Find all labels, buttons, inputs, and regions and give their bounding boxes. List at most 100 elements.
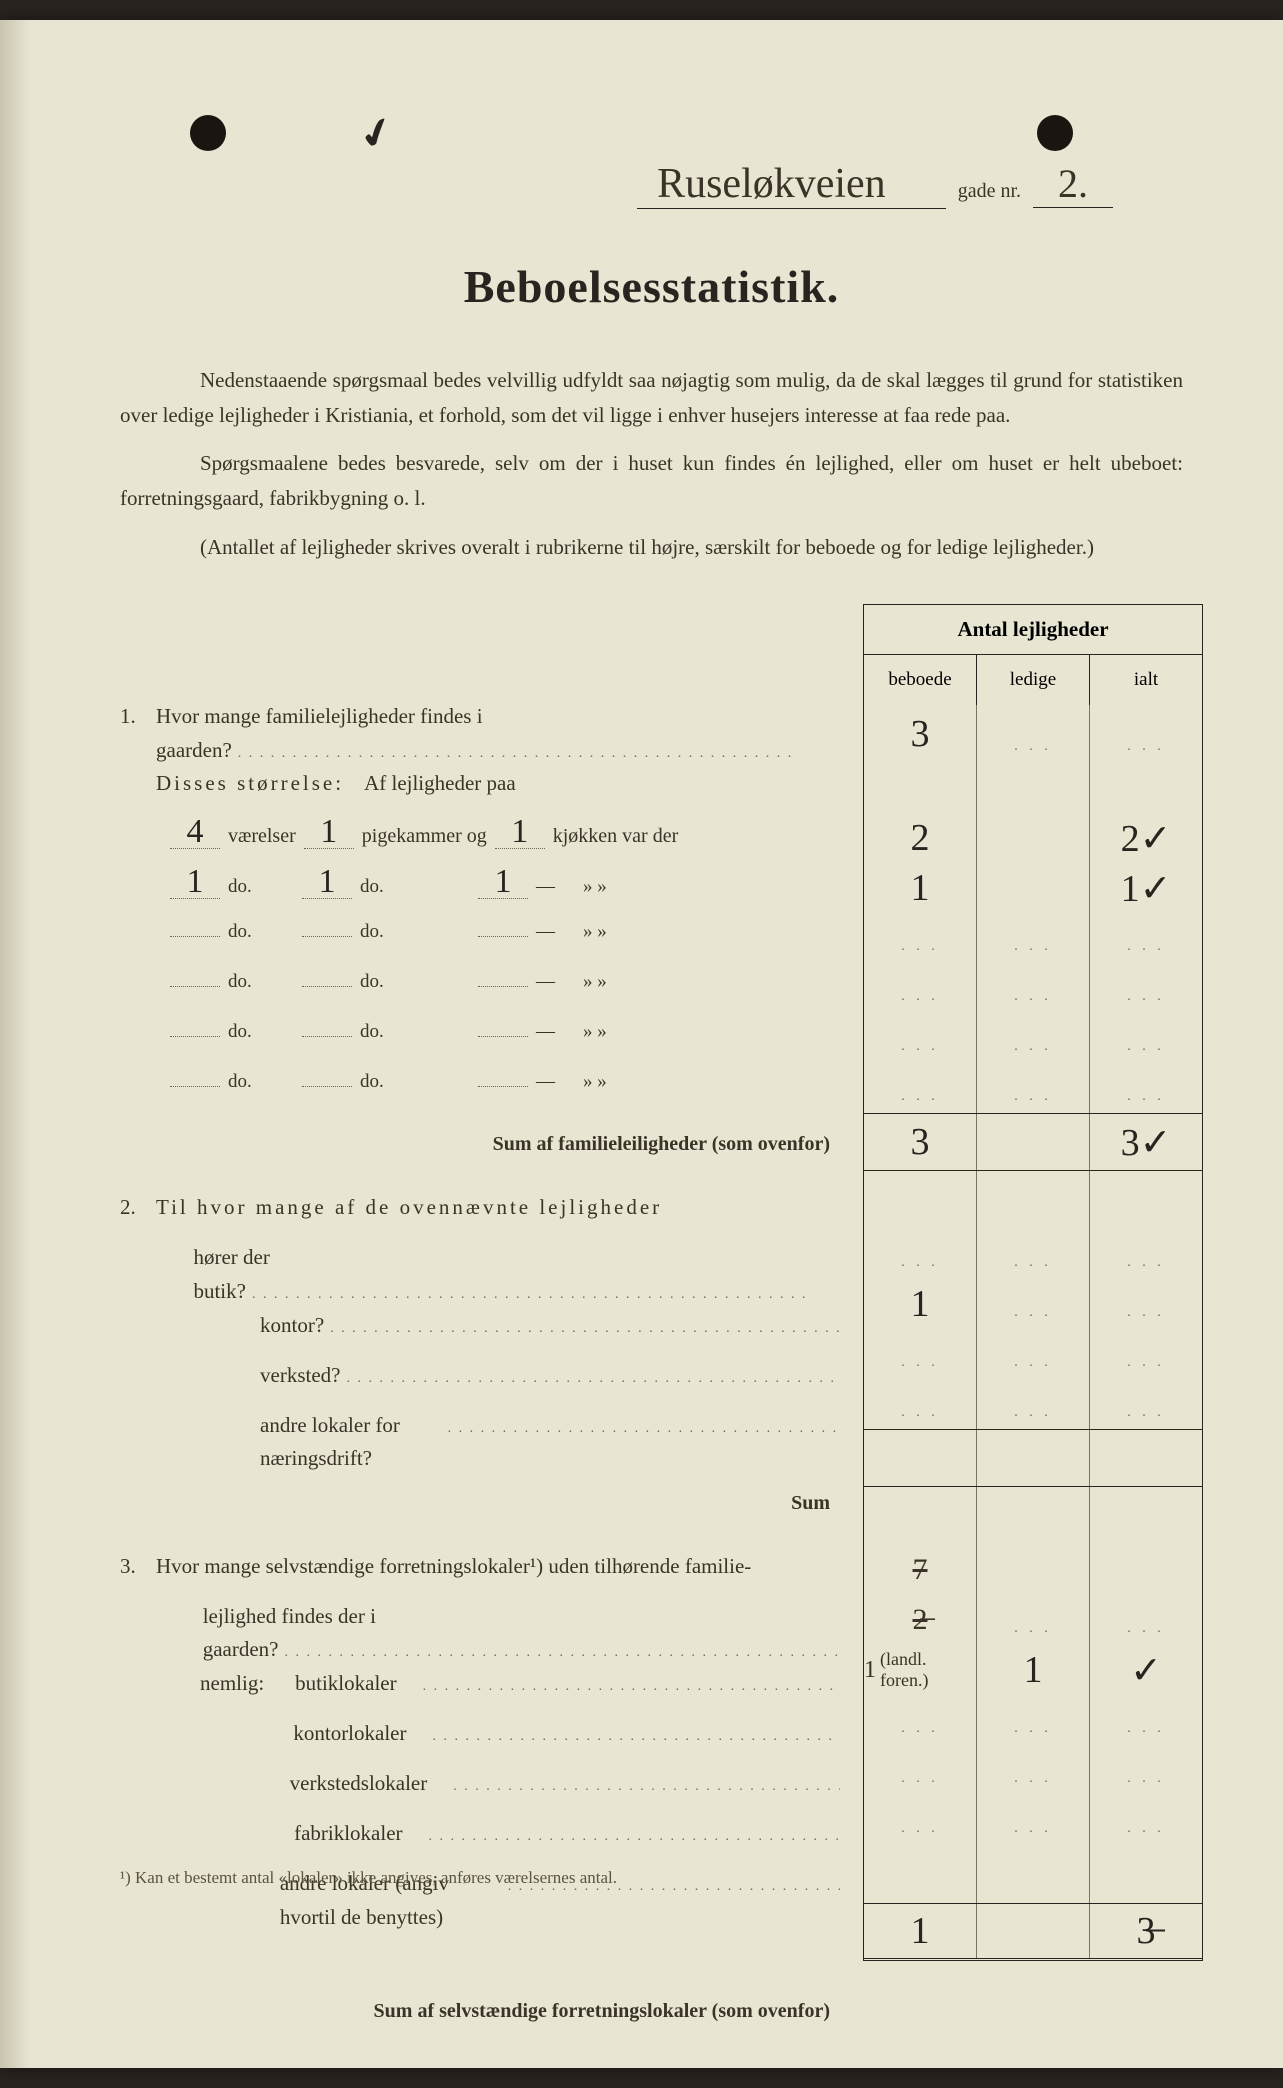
cell	[977, 1845, 1090, 1903]
cell: . . .	[1090, 1745, 1202, 1795]
label: do.	[360, 872, 470, 902]
table-row	[864, 1845, 1202, 1903]
q2-text-a: Til hvor mange af de ovennævnte lejlighe…	[156, 1191, 840, 1225]
cell: . . .	[1090, 1379, 1202, 1429]
label: do.	[360, 1067, 470, 1097]
q3-text-a-content: Hvor mange selvstændige forretningslokal…	[156, 1554, 751, 1578]
cell: . . .	[864, 1063, 977, 1113]
q3-item-kontor: kontorlokaler	[120, 1717, 840, 1767]
label: kontorlokaler	[293, 1717, 406, 1751]
v-field	[170, 936, 220, 937]
cell: 2	[864, 813, 977, 863]
cell: . . .	[864, 963, 977, 1013]
p-field	[302, 936, 352, 937]
k-field	[478, 1036, 528, 1037]
q2-text-b-content: hører der butik?	[193, 1245, 269, 1303]
cell	[864, 1430, 977, 1486]
street-name-field: Ruseløkveien	[637, 160, 946, 209]
label: » »	[583, 917, 607, 947]
label: do.	[228, 1017, 294, 1047]
cell: . . .	[1090, 1013, 1202, 1063]
cell: . . .	[977, 1013, 1090, 1063]
cell	[864, 1845, 977, 1903]
nemlig-label: nemlig:	[200, 1667, 275, 1701]
table-row: 11✓	[864, 863, 1202, 913]
table-header-title: Antal lejligheder	[864, 605, 1202, 655]
cell: . . .	[864, 1229, 977, 1279]
q3-text-b-content: lejlighed findes der i gaarden?	[203, 1604, 376, 1662]
cell: . . .	[977, 1595, 1090, 1645]
cell: . . .	[1090, 1063, 1202, 1113]
cell: . . .	[977, 1795, 1090, 1845]
label: værelser	[228, 820, 296, 852]
table-row	[864, 1487, 1202, 1545]
p-field: 1	[302, 867, 352, 899]
label: » »	[583, 1017, 607, 1047]
cell	[977, 1171, 1090, 1229]
p-field: 1	[304, 817, 354, 849]
cell: . . .	[1090, 1329, 1202, 1379]
v-field	[170, 1036, 220, 1037]
cell	[977, 763, 1090, 813]
table-row: 2̶. . .. . .	[864, 1595, 1202, 1645]
table-row: 3. . .. . .	[864, 705, 1202, 763]
table-row	[864, 763, 1202, 813]
cell: ✓	[1090, 1645, 1202, 1695]
k-field: 1	[495, 817, 545, 849]
q1-number: 1.	[120, 700, 156, 734]
disses-label: Disses størrelse:	[156, 767, 344, 801]
cell: . . .	[864, 1695, 977, 1745]
label: » »	[583, 1067, 607, 1097]
cell: 1	[864, 1279, 977, 1329]
label: do.	[228, 967, 294, 997]
q1-disses-row: Disses størrelse: Af lejligheder paa	[120, 767, 840, 817]
table-row: 22✓	[864, 813, 1202, 863]
intro-paragraph-3: (Antallet af lejligheder skrives overalt…	[120, 530, 1183, 565]
cell	[1090, 1845, 1202, 1903]
hw-note: (landl. foren.)	[880, 1649, 976, 1691]
cell	[1090, 1545, 1202, 1595]
intro-text-3: (Antallet af lejligheder skrives overalt…	[200, 535, 1094, 559]
question-1: 1. Hvor mange familielejligheder findes …	[120, 700, 840, 767]
q1-sum-label: Sum af familieleiligheder (som ovenfor)	[120, 1117, 840, 1171]
q2-number: 2.	[120, 1191, 156, 1225]
gade-nr-field: 2.	[1033, 160, 1113, 208]
cell: . . .	[977, 1229, 1090, 1279]
cell: 2̶	[864, 1595, 977, 1645]
question-2: 2. Til hvor mange af de ovennævnte lejli…	[120, 1191, 840, 1241]
tick-mark: ✔	[353, 106, 401, 162]
cell	[977, 1430, 1090, 1486]
intro-paragraph-1: Nedenstaaende spørgsmaal bedes velvillig…	[120, 363, 1183, 432]
cell	[1090, 763, 1202, 813]
cell: . . .	[977, 963, 1090, 1013]
cell: 1	[864, 1904, 977, 1958]
af-label: Af lejligheder paa	[364, 767, 516, 801]
k-field	[478, 1086, 528, 1087]
cell: 3	[864, 705, 977, 763]
q3-text-a: Hvor mange selvstændige forretningslokal…	[156, 1550, 840, 1584]
table-body: 3. . .. . . 22✓ 11✓ . . .. . .. . . . . …	[863, 705, 1203, 1961]
label: fabriklokaler	[294, 1817, 402, 1851]
p-field	[302, 1086, 352, 1087]
table-sum-row	[864, 1429, 1202, 1487]
cell	[977, 1904, 1090, 1958]
cell	[977, 1545, 1090, 1595]
table-header-cols: beboede ledige ialt	[864, 655, 1202, 705]
size-row-3: do. do. — » »	[120, 917, 840, 967]
label: —	[536, 967, 555, 997]
cell: . . .	[977, 1695, 1090, 1745]
k-field: 1	[478, 867, 528, 899]
label: verkstedslokaler	[290, 1767, 428, 1801]
table-row: 7	[864, 1545, 1202, 1595]
q3-sum-label: Sum af selvstændige forretningslokaler (…	[120, 1984, 840, 2038]
table-row: . . .. . .. . .	[864, 1379, 1202, 1429]
q3-item-butik: nemlig:butiklokaler	[120, 1667, 840, 1717]
header-line: Ruseløkveien gade nr. 2.	[637, 160, 1113, 209]
punch-hole-left	[190, 115, 226, 151]
intro-text-1: Nedenstaaende spørgsmaal bedes velvillig…	[120, 368, 1183, 427]
col-ledige: ledige	[977, 655, 1090, 705]
q1-text-content: Hvor mange familielejligheder findes i g…	[156, 704, 483, 762]
col-ialt: ialt	[1090, 655, 1202, 705]
intro-text-2: Spørgsmaalene bedes besvarede, selv om d…	[120, 451, 1183, 510]
k-field	[478, 936, 528, 937]
